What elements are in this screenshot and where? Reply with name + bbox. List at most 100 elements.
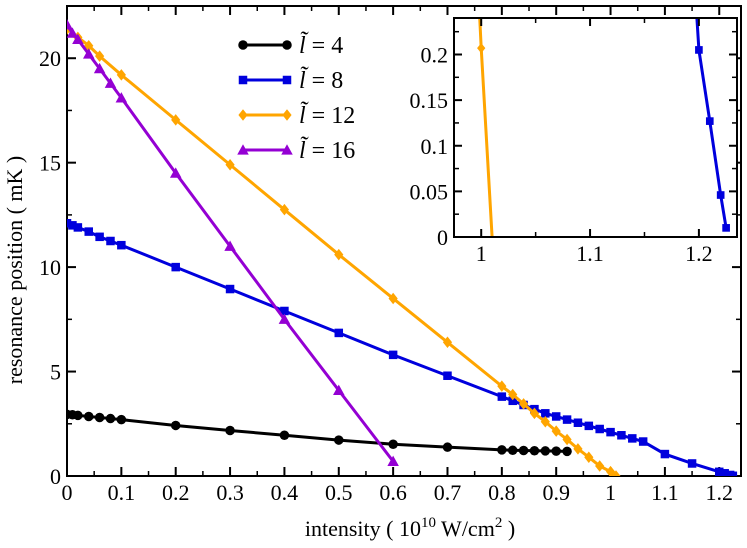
data-point — [94, 412, 105, 423]
data-point — [541, 409, 550, 418]
legend-value: = 8 — [312, 68, 344, 94]
legend-label: l̃ = 12 — [299, 101, 355, 129]
data-point — [171, 114, 181, 126]
legend-marker — [282, 109, 292, 121]
data-point — [562, 415, 572, 424]
data-point — [573, 418, 583, 427]
data-point — [551, 446, 561, 456]
inset-y-tick-label: 0.2 — [421, 43, 449, 68]
legend-value: = 4 — [312, 33, 344, 59]
data-point — [562, 446, 572, 457]
legend-label: l̃ = 4 — [299, 31, 343, 59]
data-point — [715, 467, 724, 476]
data-point — [573, 443, 583, 455]
data-point — [442, 336, 453, 349]
data-point — [660, 449, 670, 459]
x-tick-label: 0.1 — [108, 480, 136, 505]
data-point — [442, 442, 453, 452]
inset-y-tick-label: 0 — [437, 225, 448, 250]
data-point — [595, 460, 605, 472]
x-axis-label-pre: intensity ( — [305, 516, 399, 541]
data-point — [280, 306, 289, 316]
main-plot: 0 0.1 0.2 0.3 0.4 0.5 0.6 0.7 0.8 0.9 1 1.1 1.205101… — [39, 5, 742, 505]
legend-label: l̃ = 8 — [299, 66, 343, 94]
x-axis-label: intensity ( 1010 W/cm2 ) — [305, 515, 515, 541]
data-point — [551, 412, 561, 421]
x-tick-label: 1.2 — [706, 480, 734, 505]
data-point — [73, 223, 83, 232]
data-point — [617, 431, 626, 440]
data-point — [611, 470, 621, 476]
data-point — [628, 434, 637, 443]
data-point — [117, 240, 126, 250]
data-point — [67, 19, 73, 30]
data-point — [687, 459, 697, 468]
main-series — [67, 19, 738, 476]
data-point — [584, 451, 594, 463]
data-point — [387, 455, 399, 466]
data-point — [595, 424, 604, 434]
inset-frame — [453, 17, 738, 238]
data-point — [584, 421, 594, 431]
y-tick-label: 5 — [50, 360, 61, 385]
data-point — [518, 445, 529, 456]
data-point — [171, 262, 180, 272]
legend-entry: l̃ = 16 — [237, 136, 355, 164]
x-axis-label-post: ) — [502, 516, 515, 541]
legend-label: l̃ = 16 — [299, 136, 355, 164]
data-point — [497, 392, 507, 401]
data-point — [225, 159, 235, 171]
data-point — [279, 430, 290, 441]
data-point — [540, 446, 551, 456]
legend-entry: l̃ = 8 — [238, 66, 343, 94]
data-point — [279, 203, 290, 216]
inset-background — [454, 18, 737, 237]
x-tick-label: 0.9 — [542, 480, 570, 505]
data-point — [225, 425, 235, 436]
inset-plot: 1 1.1 1.2 0 0.05 0.1 0.15 0.2 — [410, 17, 738, 266]
data-point — [72, 33, 84, 45]
legend-marker — [281, 144, 293, 155]
data-point — [551, 425, 561, 437]
legend-value: = 16 — [312, 138, 356, 164]
legend-symbol: l̃ — [299, 66, 309, 94]
data-point — [529, 407, 540, 420]
legend-marker — [237, 144, 249, 155]
data-point — [67, 27, 79, 38]
x-tick-label: 0.2 — [162, 480, 190, 505]
data-point — [84, 227, 93, 236]
data-point — [388, 350, 398, 360]
inset-x-tick-label: 1 — [476, 241, 487, 266]
legend-symbol: l̃ — [299, 136, 309, 164]
inset-x-tick-label: 1.2 — [685, 241, 713, 266]
y-tick-label: 20 — [39, 46, 61, 71]
legend-marker — [282, 75, 292, 85]
data-point — [508, 388, 518, 401]
inset-y-tick-label: 0.15 — [410, 88, 449, 113]
x-axis-label-exp1: 10 — [421, 515, 436, 531]
series-circle — [67, 409, 572, 457]
inset-data-point — [477, 42, 486, 54]
data-point — [529, 445, 540, 456]
data-point — [116, 69, 126, 81]
data-point — [497, 380, 507, 392]
data-point — [720, 469, 729, 476]
data-point — [95, 50, 105, 62]
legend-marker — [282, 40, 292, 50]
x-tick-label: 1.1 — [651, 480, 679, 505]
data-point — [106, 236, 115, 246]
data-point — [225, 284, 235, 294]
x-tick-label: 0.8 — [488, 480, 516, 505]
data-point — [278, 313, 291, 324]
data-point — [388, 439, 398, 449]
x-tick-label: 0 — [62, 480, 73, 505]
legend-symbol: l̃ — [299, 31, 309, 59]
inset-data-point — [695, 46, 703, 54]
data-point — [68, 221, 77, 230]
data-point — [334, 328, 344, 338]
data-point — [224, 240, 236, 251]
series-line — [67, 412, 568, 453]
data-point — [518, 398, 529, 410]
data-point — [540, 415, 550, 428]
